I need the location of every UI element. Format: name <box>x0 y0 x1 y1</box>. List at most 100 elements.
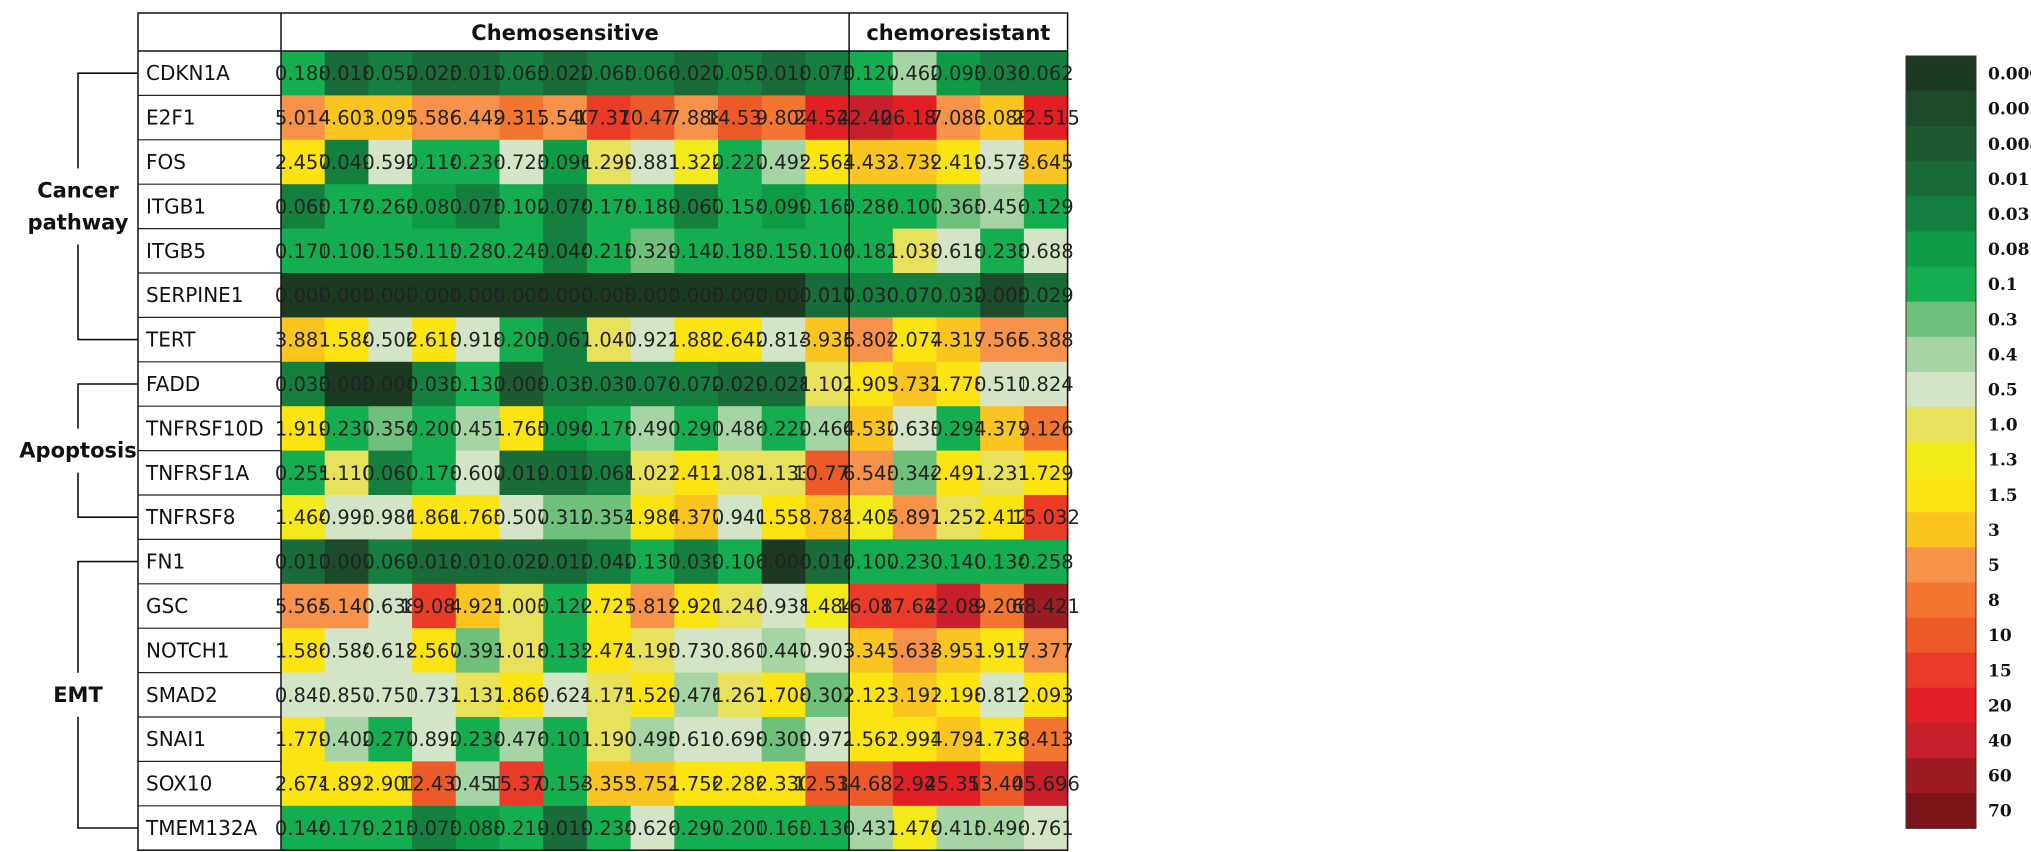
legend-label: 1.5 <box>1988 486 2018 506</box>
cell-value: 1.869 <box>493 684 549 707</box>
cell-value: 0.486 <box>712 417 768 440</box>
heatmap-cell <box>543 761 588 807</box>
legend-swatch <box>1906 477 1976 513</box>
heatmap-cell <box>849 184 894 230</box>
heatmap-cell <box>586 450 632 496</box>
color-legend: 0.000 0.005 0.008 0.01 0.03 0.08 0.1 0.3 0.4 0.5 1… <box>1905 55 2031 829</box>
category-bracket <box>77 244 138 341</box>
heatmap-cell <box>1023 361 1069 407</box>
cell-value: 7.080 <box>930 107 986 130</box>
heatmap-cell <box>324 228 369 274</box>
legend-swatch <box>1906 793 1976 829</box>
heatmap-cell <box>630 539 675 585</box>
heatmap-cell <box>281 95 326 141</box>
heatmap-cell <box>892 450 938 496</box>
heatmap-cell <box>543 273 588 318</box>
heatmap-cell <box>368 450 413 496</box>
cell-value: 0.222 <box>756 417 812 440</box>
column-group-title: Chemosensitive <box>471 21 658 45</box>
cell-value: 0.812 <box>974 684 1030 707</box>
row-label: TNFRSF8 <box>145 505 236 529</box>
cell-value: 0.131 <box>625 551 681 574</box>
cell-value: 0.584 <box>319 639 375 662</box>
cell-value: 0.131 <box>450 373 506 396</box>
heatmap-cell <box>455 495 501 540</box>
cell-value: 8.413 <box>1018 728 1074 751</box>
heatmap-cell <box>586 406 632 452</box>
heatmap-cell <box>281 761 326 807</box>
cell-value: 0.940 <box>712 506 768 529</box>
heatmap-cell <box>892 628 938 674</box>
cell-value: 32.947 <box>881 773 949 796</box>
heatmap-cell <box>718 672 763 718</box>
cell-value: 4.377 <box>974 417 1030 440</box>
heatmap-cell <box>324 317 369 363</box>
legend-swatch <box>1906 266 1976 303</box>
cell-value: 1.561 <box>843 728 899 751</box>
heatmap-cell <box>936 539 981 585</box>
heatmap-cell <box>543 95 588 141</box>
heatmap-cell <box>281 184 326 230</box>
legend-swatch <box>1906 617 1976 654</box>
heatmap-cell <box>761 805 806 851</box>
cell-value: 1.041 <box>581 329 637 352</box>
cell-value: 0.012 <box>537 551 593 574</box>
cell-value: 0.182 <box>843 240 899 263</box>
heatmap-cell <box>543 139 588 185</box>
cell-value: 42.088 <box>924 595 992 618</box>
heatmap-cell <box>674 539 719 585</box>
cell-value: 0.025 <box>406 62 462 85</box>
cell-value: 1.779 <box>275 728 331 751</box>
cell-value: 0.004 <box>362 373 418 396</box>
heatmap-cell <box>674 361 719 407</box>
column-group-title: chemoresistant <box>866 21 1050 45</box>
heatmap-cell <box>805 228 850 274</box>
cell-value: 2.567 <box>406 639 462 662</box>
heatmap-cell <box>805 583 850 629</box>
cell-value: 14.681 <box>837 773 905 796</box>
legend-label: 0.5 <box>1988 380 2018 400</box>
heatmap-cell <box>1023 450 1069 496</box>
heatmap-cell <box>761 583 806 629</box>
cell-value: 0.017 <box>450 62 506 85</box>
cell-value: 1.299 <box>581 151 637 174</box>
heatmap-cell <box>1023 583 1069 629</box>
cell-value: 0.495 <box>625 728 681 751</box>
heatmap-cell <box>718 761 763 807</box>
cell-value: 0.737 <box>406 684 462 707</box>
heatmap-cell <box>368 406 413 452</box>
heatmap-cell <box>718 805 763 851</box>
heatmap-cell <box>892 228 938 274</box>
heatmap-cell <box>412 317 457 363</box>
legend-label: 0.3 <box>1988 310 2018 330</box>
heatmap-cell <box>281 628 326 674</box>
heatmap-cell <box>674 672 719 718</box>
heatmap-cell <box>980 628 1025 674</box>
heatmap-cell <box>281 717 326 762</box>
heatmap-cell <box>499 95 544 141</box>
heatmap-cell <box>586 139 632 185</box>
cell-value: 0.042 <box>581 551 637 574</box>
category-bracket <box>77 472 138 518</box>
heatmap-cell <box>718 450 763 496</box>
cell-value: 0.189 <box>625 195 681 218</box>
heatmap-cell <box>412 361 457 407</box>
heatmap-cell <box>936 95 981 141</box>
heatmap-cell <box>936 628 981 674</box>
heatmap-cell <box>455 450 501 496</box>
legend-swatch <box>1906 336 1976 373</box>
cell-value: 4.794 <box>930 728 986 751</box>
cell-value: 0.027 <box>668 62 724 85</box>
cell-value: 2.412 <box>668 462 724 485</box>
heatmap-cell <box>630 317 675 363</box>
heatmap-cell <box>324 361 369 407</box>
legend-swatch <box>1906 582 1976 619</box>
cell-value: 5.819 <box>625 595 681 618</box>
cell-value: 0.022 <box>537 62 593 85</box>
heatmap-cell <box>412 761 457 807</box>
heatmap-cell <box>980 805 1025 851</box>
cell-value: 0.365 <box>930 195 986 218</box>
legend-swatch <box>1906 652 1976 689</box>
heatmap-cell <box>892 672 938 718</box>
cell-value: 2.920 <box>668 595 724 618</box>
